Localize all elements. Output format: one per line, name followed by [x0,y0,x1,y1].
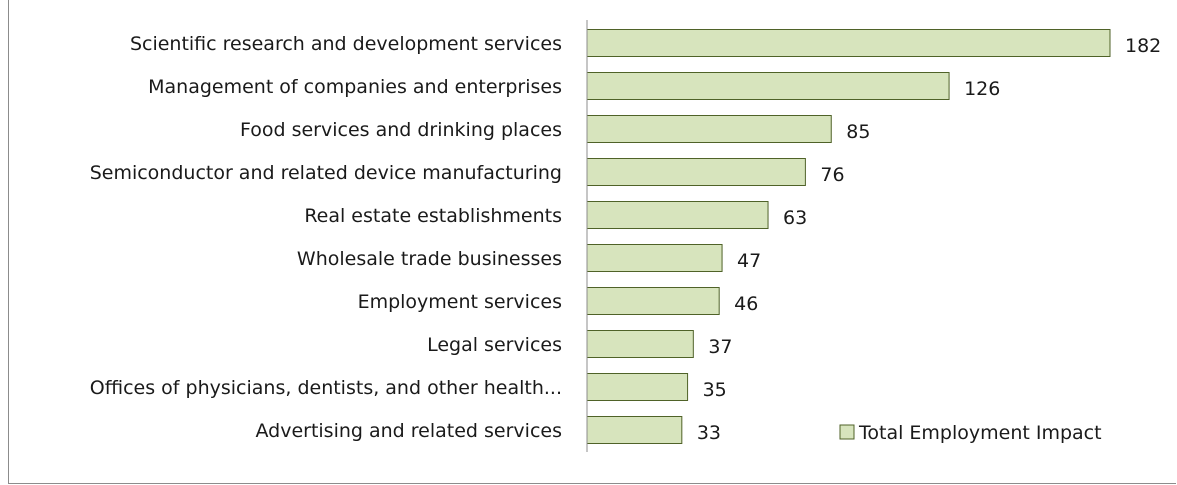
category-label: Scientific research and development serv… [130,33,562,55]
category-label-group: Scientific research and development serv… [90,33,562,442]
legend: Total Employment Impact [839,422,1102,444]
bar [586,115,832,143]
bar [586,416,683,444]
category-label: Advertising and related services [255,420,562,442]
value-label: 182 [1125,35,1161,57]
value-label: 63 [783,207,807,229]
category-label: Management of companies and enterprises [148,76,562,98]
value-label: 76 [820,164,844,186]
value-label: 35 [703,379,727,401]
legend-label: Total Employment Impact [858,422,1102,444]
chart-frame [8,0,1176,484]
category-label: Employment services [358,291,562,313]
bar-group [586,29,1111,444]
value-label: 46 [734,293,758,315]
value-label: 33 [697,422,721,444]
bar [586,373,689,401]
bar [586,330,694,358]
category-label: Legal services [427,334,562,356]
category-label: Semiconductor and related device manufac… [90,162,562,184]
value-label: 126 [964,78,1000,100]
category-label: Real estate establishments [304,205,562,227]
value-label: 85 [846,121,870,143]
bar [586,29,1111,57]
bar [586,287,720,315]
bar [586,201,769,229]
bar [586,244,723,272]
bar [586,158,806,186]
category-label: Wholesale trade businesses [297,248,562,270]
category-label: Food services and drinking places [240,119,562,141]
category-label: Offices of physicians, dentists, and oth… [90,377,562,399]
value-label: 37 [708,336,732,358]
value-label: 47 [737,250,761,272]
bar [586,72,950,100]
legend-swatch [839,424,855,440]
